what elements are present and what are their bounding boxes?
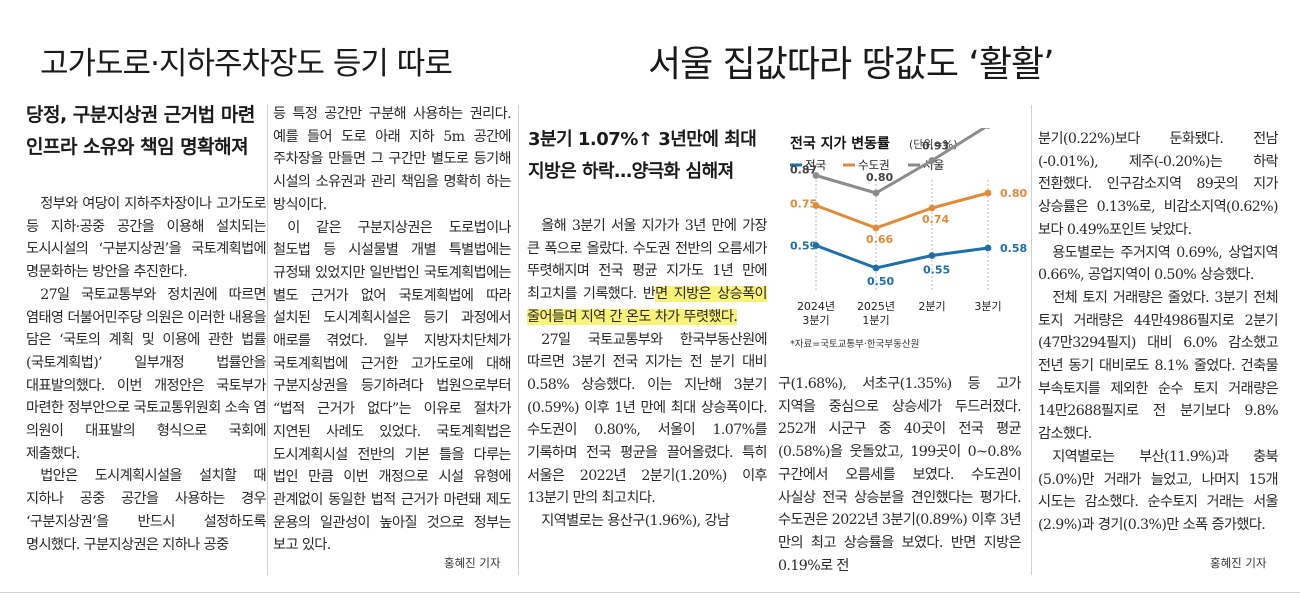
left-subhead: 당정, 구분지상권 근거법 마련 인프라 소유와 책임 명확해져 (26, 99, 271, 163)
legend-label: 수도권 (858, 158, 890, 172)
x-tick-label: 2분기 (918, 300, 945, 313)
chart-lines: 0.59 0.50 0.55 0.58 0.75 0.66 0.74 0.80 0.87 0.80… (790, 128, 1027, 288)
left-subhead-line-1: 당정, 구분지상권 근거법 마련 (26, 104, 255, 126)
section-divider (518, 105, 519, 575)
paragraph: 법안은 도시계획시설을 설치할 때 지하나 공중 공간을 사용하는 경우 ‘구분… (26, 468, 266, 553)
paragraph: 지역별로는 용산구(1.96%), 강남 (541, 513, 730, 530)
left-headline: 고가도로·지하주차장도 등기 따로 (40, 46, 453, 82)
column-divider (267, 105, 268, 575)
chart-grid (815, 180, 989, 290)
chart-title: 전국 지가 변동률 (790, 135, 890, 152)
chart-x-axis: 2024년 3분기 2025년 1분기 2분기 3분기 (797, 300, 1002, 327)
data-label: 0.58 (1000, 242, 1027, 255)
paragraph: 용도별로는 주거지역 0.69%, 상업지역 0.66%, 공업지역이 0.50… (1038, 244, 1278, 284)
left-subhead-line-2: 인프라 소유와 책임 명확해져 (26, 136, 249, 158)
chart-source: *자료=국토교통부·한국부동산원 (790, 339, 919, 350)
data-point (872, 189, 880, 197)
data-label: 0.75 (790, 198, 817, 211)
data-label: 0.87 (790, 164, 817, 177)
data-label: 0.80 (1000, 187, 1027, 200)
left-byline: 홍혜진 기자 (444, 556, 501, 570)
left-article-column-2: 등 특정 공간만 구분해 사용하는 권리다. 예를 들어 도로 아래 지하 5m… (273, 103, 511, 551)
data-point (928, 204, 936, 212)
paragraph-text: 올해 3분기 서울 지가가 3년 만에 가장 큰 폭으로 올랐다. 수도권 전반… (527, 218, 767, 303)
right-headline: 서울 집값따라 땅값도 ‘활활’ (648, 44, 1055, 85)
right-subhead-line-2: 지방은 하락…양극화 심해져 (528, 161, 734, 182)
data-point (872, 224, 880, 232)
data-point (984, 189, 992, 197)
x-tick-label: 2025년 1분기 (857, 300, 895, 327)
x-tick-label: 3분기 (974, 300, 1001, 313)
legend-label: 전국 (805, 158, 826, 172)
data-point (812, 172, 820, 179)
paragraph: 올해 3분기 서울 지가가 3년 만에 가장 큰 폭으로 올랐다. 수도권 전반… (527, 215, 767, 329)
paragraph: 지역별로는 부산(11.9%)과 충북(5.0%)만 거래가 늘었고, 나머지 … (1038, 448, 1278, 533)
data-point (928, 157, 936, 164)
chart-unit: (단위=%) (909, 138, 958, 151)
data-point (812, 202, 820, 209)
right-article-column-2: 구(1.68%), 서초구(1.35%) 등 고가 지역을 중심으로 상승세가 … (778, 373, 1021, 573)
paragraph: 전체 토지 거래량은 줄었다. 3분기 전체 토지 거래량은 44만4986필지… (1038, 289, 1278, 443)
left-article-column-1: 정부와 여당이 지하주차장이나 고가도로 등 지하·공중 공간을 이용해 설치되… (26, 193, 266, 571)
page-bottom-rule (0, 592, 1300, 593)
paragraph: 27일 국토교통부와 정치권에 따르면 염태영 더불어민주당 의원은 이러한 내… (26, 286, 266, 462)
data-point (928, 252, 936, 259)
paragraph: 분기(0.22%)보다 둔화됐다. 전남(-0.01%), 제주(-0.20%)… (1038, 131, 1278, 238)
series-line (815, 191, 989, 230)
data-label: 0.74 (922, 213, 949, 226)
data-label: 0.93 (922, 140, 949, 153)
data-point (872, 264, 880, 272)
data-point (812, 242, 820, 249)
data-label: 0.50 (867, 275, 894, 288)
paragraph: 구(1.68%), 서초구(1.35%) 등 고가 지역을 중심으로 상승세가 … (778, 376, 1021, 573)
data-point (985, 128, 991, 129)
data-point (984, 244, 992, 252)
x-tick-label: 2024년 3분기 (797, 300, 835, 327)
paragraph: 등 특정 공간만 구분해 사용하는 권리다. 예를 들어 도로 아래 지하 5m… (273, 106, 511, 213)
right-subhead-line-1: 3분기 1.07%↑ 3년만에 최대 (528, 129, 757, 150)
right-article-column-3: 분기(0.22%)보다 둔화됐다. 전남(-0.01%), 제주(-0.20%)… (1038, 128, 1278, 553)
series-line (815, 244, 989, 270)
series-line (815, 128, 987, 195)
paragraph: 이 같은 구분지상권은 도로법이나 철도법 등 시설물별 개별 특별법에는 규정… (273, 219, 511, 551)
data-label: 0.59 (790, 240, 817, 253)
data-label: 0.80 (866, 171, 893, 184)
right-byline: 홍혜진 기자 (1210, 556, 1267, 570)
paragraph: 27일 국토교통부와 한국부동산원에 따르면 3분기 전국 지가는 전 분기 대… (527, 331, 767, 507)
land-price-chart: 전국 지가 변동률 (단위=%) 전국 수도권 서울 0.590.500.550.5… (790, 128, 1027, 350)
paragraph: 정부와 여당이 지하주차장이나 고가도로 등 지하·공중 공간을 이용해 설치되… (26, 196, 266, 281)
column-divider (1031, 105, 1032, 575)
data-label: 0.55 (923, 264, 950, 277)
right-subhead: 3분기 1.07%↑ 3년만에 최대 지방은 하락…양극화 심해져 (528, 124, 773, 188)
right-article-column-1: 올해 3분기 서울 지가가 3년 만에 가장 큰 폭으로 올랐다. 수도권 전반… (527, 215, 767, 575)
data-label: 0.66 (866, 233, 893, 246)
